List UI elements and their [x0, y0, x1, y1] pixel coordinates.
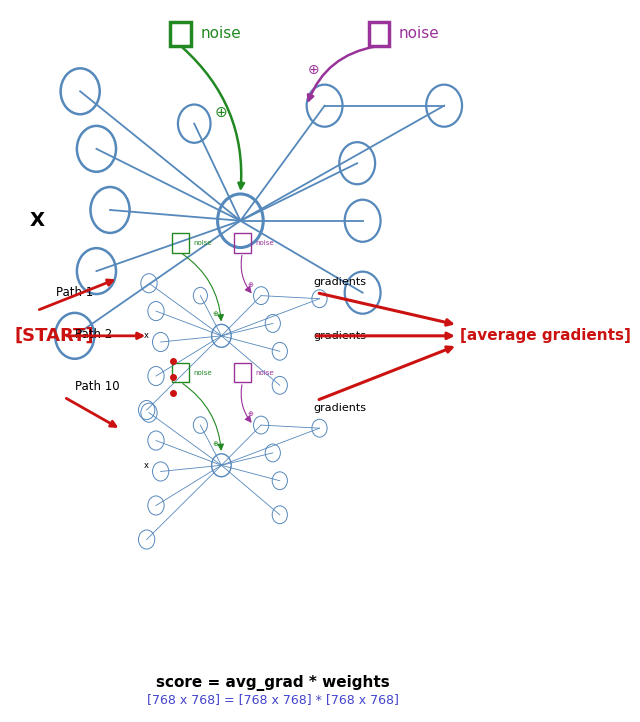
- Bar: [234, 233, 251, 253]
- Text: Path 1: Path 1: [56, 286, 93, 299]
- Text: ⊕: ⊕: [308, 63, 319, 77]
- Text: X: X: [29, 212, 44, 230]
- Text: ⊕: ⊕: [215, 105, 228, 121]
- Text: noise: noise: [255, 370, 273, 375]
- Bar: [234, 363, 251, 382]
- Text: Path 10: Path 10: [75, 380, 119, 393]
- Text: noise: noise: [193, 370, 212, 375]
- Text: gradients: gradients: [314, 277, 367, 287]
- Bar: [172, 233, 189, 253]
- Text: x: x: [144, 461, 149, 470]
- Text: noise: noise: [399, 26, 440, 41]
- Text: [average gradients]: [average gradients]: [460, 329, 631, 344]
- Text: [768 x 768] = [768 x 768] * [768 x 768]: [768 x 768] = [768 x 768] * [768 x 768]: [147, 692, 399, 705]
- Text: ⊕: ⊕: [248, 282, 253, 288]
- Text: score = avg_grad * weights: score = avg_grad * weights: [156, 675, 390, 691]
- Text: Path 2: Path 2: [75, 328, 112, 341]
- Bar: [369, 22, 389, 46]
- Text: noise: noise: [201, 26, 241, 41]
- Text: ⊕: ⊕: [212, 311, 218, 317]
- Text: ⊕: ⊕: [248, 412, 253, 417]
- Bar: [170, 22, 191, 46]
- Text: noise: noise: [255, 240, 273, 246]
- Text: ⊕: ⊕: [212, 440, 218, 447]
- Text: [START]: [START]: [15, 327, 95, 345]
- Bar: [172, 363, 189, 382]
- Text: noise: noise: [193, 240, 212, 246]
- Text: gradients: gradients: [314, 403, 367, 413]
- Text: gradients: gradients: [314, 331, 367, 341]
- Text: x: x: [144, 331, 149, 340]
